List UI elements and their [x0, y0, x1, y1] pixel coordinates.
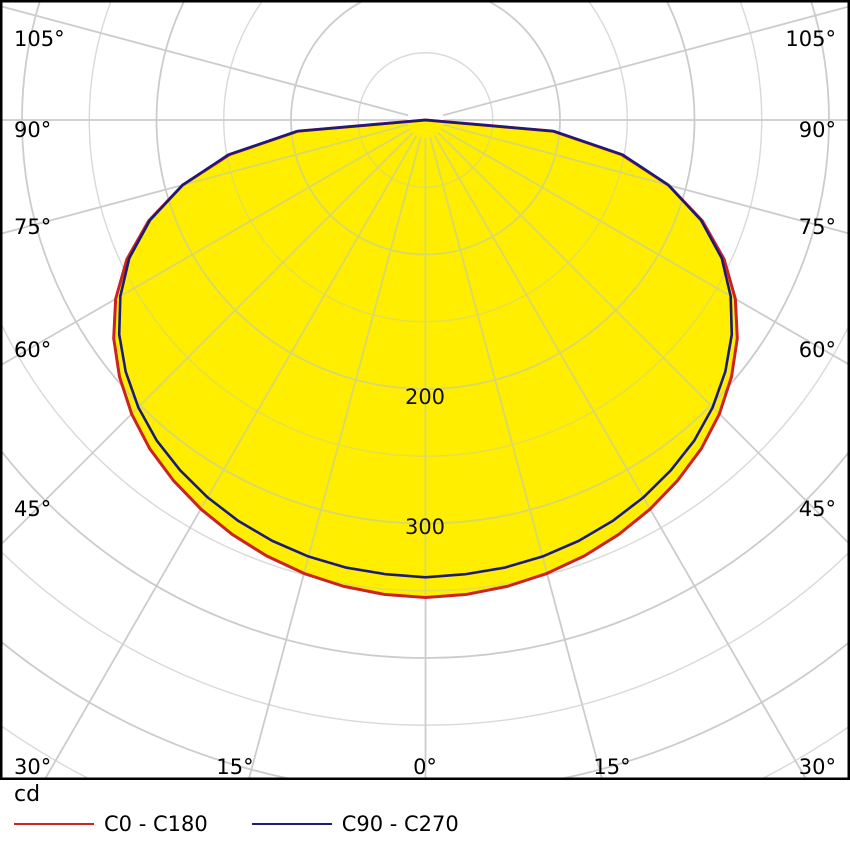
axis-tick-label: 45° — [799, 497, 836, 521]
axis-tick-label: 15° — [216, 755, 253, 779]
axis-tick-label: 30° — [799, 755, 836, 779]
polar-chart-svg: 105° 90° 75° 60° 45° 30° 105° 90° 75° 60° 45° 30° 15… — [0, 0, 850, 780]
legend-item[interactable]: C90 - C270 — [251, 812, 459, 836]
polar-plot-area: 105° 90° 75° 60° 45° 30° 105° 90° 75° 60° 45° 30° 15… — [0, 0, 850, 780]
legend-color-swatch — [14, 823, 94, 825]
radial-tick-label: 300 — [405, 515, 445, 539]
axis-tick-label: 30° — [14, 755, 51, 779]
axis-tick-label: 105° — [14, 27, 65, 51]
axis-tick-label: 15° — [593, 755, 630, 779]
axis-tick-label: 75° — [14, 215, 51, 239]
axis-tick-label: 90° — [14, 118, 51, 142]
legend-label: C0 - C180 — [104, 812, 208, 836]
axis-tick-label: 0° — [413, 755, 437, 779]
axis-tick-label: 60° — [14, 338, 51, 362]
legend-unit-label: cd — [14, 782, 41, 807]
legend-item[interactable]: C0 - C180 — [14, 812, 208, 836]
axis-tick-label: 45° — [14, 497, 51, 521]
axis-tick-label: 105° — [785, 27, 836, 51]
axis-labels: 105° 90° 75° 60° 45° 30° 105° 90° 75° 60° 45° 30° 15… — [14, 27, 836, 779]
legend-label: C90 - C270 — [341, 812, 459, 836]
axis-tick-label: 90° — [799, 118, 836, 142]
axis-tick-label: 75° — [799, 215, 836, 239]
chart-legend: cd C0 - C180 C90 - C270 — [0, 780, 850, 850]
plot-frame — [0, 0, 850, 780]
distribution-curves — [112, 118, 739, 599]
legend-items: C0 - C180 C90 - C270 — [14, 812, 503, 836]
legend-color-swatch — [251, 823, 332, 825]
axis-tick-label: 60° — [799, 338, 836, 362]
radial-tick-label: 200 — [405, 385, 445, 409]
